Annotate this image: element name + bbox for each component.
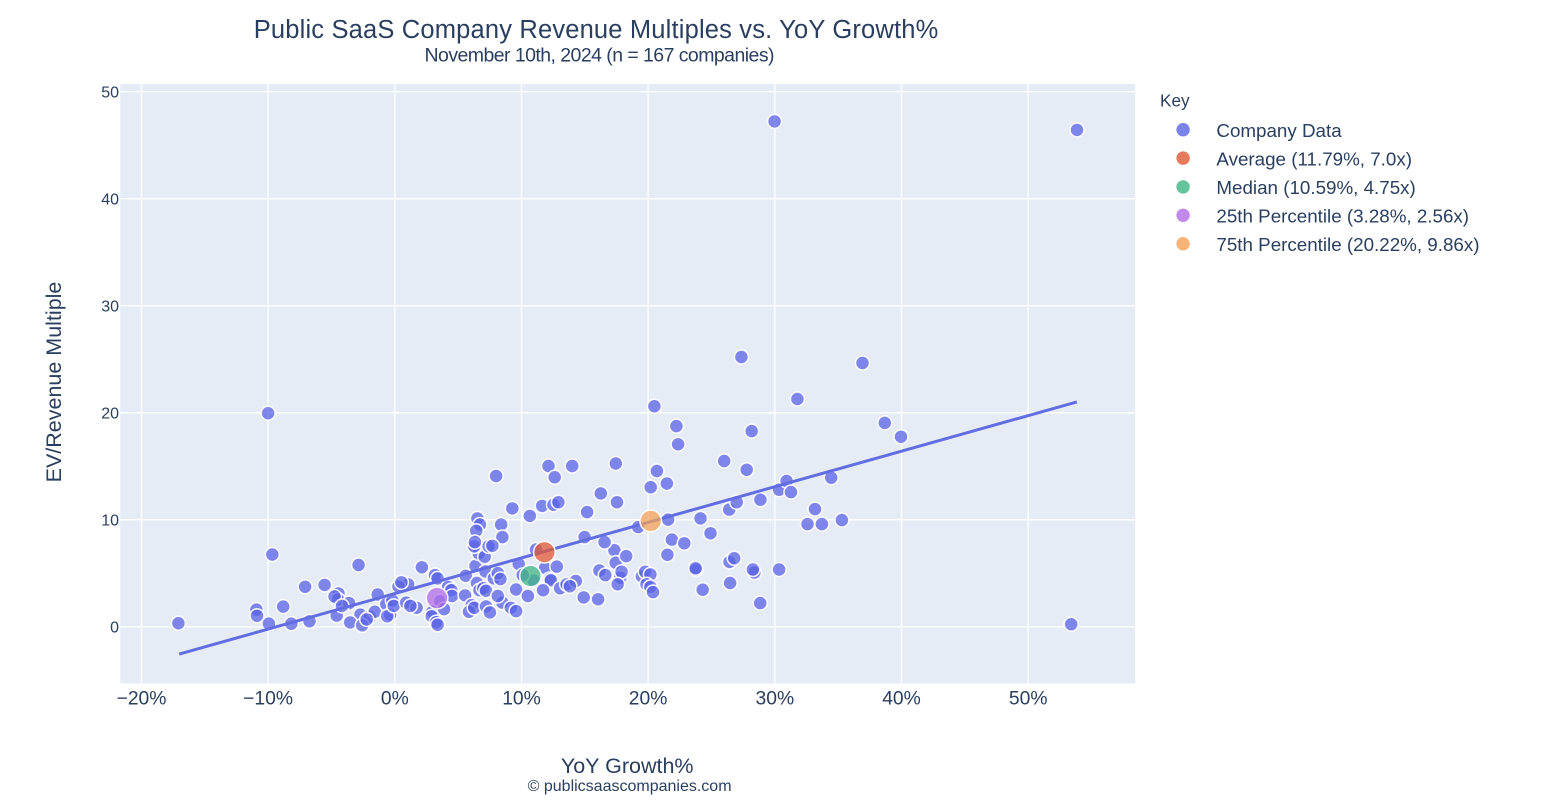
svg-text:EV/Revenue Multiple: EV/Revenue Multiple bbox=[42, 282, 66, 483]
svg-text:10: 10 bbox=[101, 513, 119, 530]
svg-text:30: 30 bbox=[101, 298, 119, 315]
svg-text:20%: 20% bbox=[629, 689, 668, 710]
svg-text:0: 0 bbox=[110, 620, 119, 637]
svg-text:YoY Growth%: YoY Growth% bbox=[561, 754, 694, 778]
svg-text:75th Percentile (20.22%, 9.86x: 75th Percentile (20.22%, 9.86x) bbox=[1216, 234, 1479, 255]
svg-text:Key: Key bbox=[1160, 91, 1190, 111]
svg-text:20: 20 bbox=[101, 406, 119, 423]
svg-text:50: 50 bbox=[101, 84, 119, 101]
svg-text:10%: 10% bbox=[502, 689, 541, 710]
svg-text:© publicsaascompanies.com: © publicsaascompanies.com bbox=[528, 778, 732, 795]
svg-text:30%: 30% bbox=[756, 689, 795, 710]
svg-text:0%: 0% bbox=[381, 689, 409, 710]
svg-text:25th Percentile (3.28%, 2.56x): 25th Percentile (3.28%, 2.56x) bbox=[1216, 206, 1469, 227]
svg-text:40: 40 bbox=[101, 191, 119, 208]
svg-text:Average (11.79%, 7.0x): Average (11.79%, 7.0x) bbox=[1216, 148, 1412, 169]
svg-text:−10%: −10% bbox=[243, 689, 293, 710]
svg-text:Median (10.59%, 4.75x): Median (10.59%, 4.75x) bbox=[1216, 177, 1415, 198]
svg-text:50%: 50% bbox=[1009, 689, 1048, 710]
svg-text:November 10th, 2024 (n = 167 c: November 10th, 2024 (n = 167 companies) bbox=[425, 45, 775, 67]
svg-text:−20%: −20% bbox=[117, 689, 167, 710]
svg-text:Public SaaS Company Revenue Mu: Public SaaS Company Revenue Multiples vs… bbox=[254, 16, 939, 44]
svg-text:40%: 40% bbox=[882, 689, 921, 710]
svg-text:Company Data: Company Data bbox=[1216, 120, 1342, 141]
